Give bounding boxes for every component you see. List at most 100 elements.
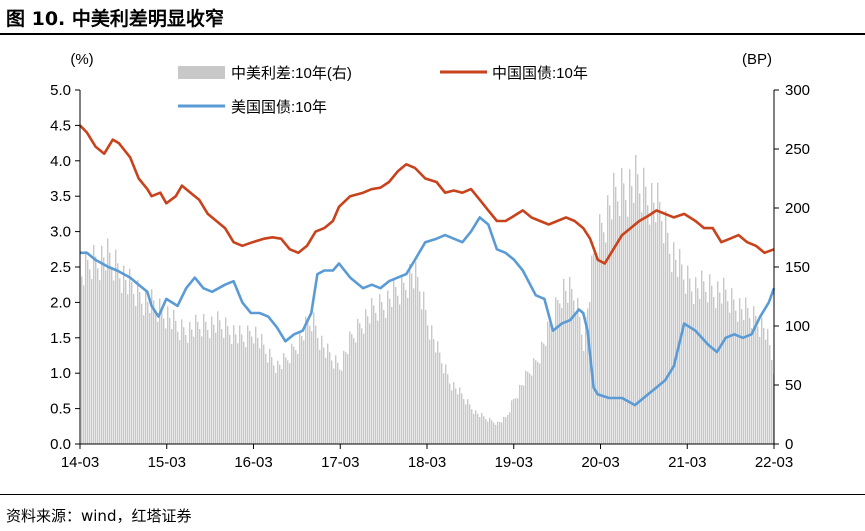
spread-bar [759, 336, 761, 444]
spread-bar [337, 362, 339, 444]
spread-bar [101, 245, 103, 444]
spread-bar [651, 182, 653, 444]
spread-bar [397, 295, 399, 444]
left-axis-label: (%) [70, 51, 93, 68]
spread-bar [769, 345, 771, 444]
spread-bar [215, 332, 217, 444]
spread-bar [281, 369, 283, 444]
spread-bar [287, 360, 289, 444]
spread-bar [227, 326, 229, 444]
spread-bar [637, 174, 639, 444]
spread-bar [231, 343, 233, 444]
spread-bar [699, 298, 701, 444]
spread-bar [771, 360, 773, 444]
spread-bar [141, 303, 143, 444]
spread-bar [121, 293, 123, 444]
spread-bar [327, 343, 329, 444]
spread-bar [271, 357, 273, 444]
spread-bar [257, 337, 259, 444]
spread-bar [535, 360, 537, 444]
spread-bar [735, 310, 737, 444]
spread-bar [173, 309, 175, 444]
spread-bar [757, 326, 759, 444]
legend-label-us: 美国国债:10年 [231, 99, 327, 116]
spread-bar [219, 320, 221, 444]
spread-bar [153, 300, 155, 444]
spread-bar [653, 202, 655, 444]
x-tick-label: 19-03 [495, 454, 533, 471]
spread-bar [91, 279, 93, 444]
spread-bar [667, 232, 669, 444]
spread-bar [611, 219, 613, 444]
spread-bar [503, 416, 505, 444]
spread-bar [589, 302, 591, 444]
spread-bar [693, 303, 695, 444]
spread-bar [665, 210, 667, 444]
spread-bar [415, 262, 417, 444]
spread-bar [297, 353, 299, 444]
spread-bar [685, 293, 687, 444]
spread-bar [515, 398, 517, 444]
spread-bar [375, 312, 377, 444]
spread-bar [403, 282, 405, 444]
spread-bar [661, 221, 663, 444]
left-tick-label: 2.0 [50, 294, 71, 311]
spread-bar [247, 325, 249, 444]
spread-bar [105, 270, 107, 444]
spread-bar [739, 298, 741, 444]
right-tick-label: 250 [785, 141, 810, 158]
spread-bar [619, 216, 621, 444]
spread-bar [677, 276, 679, 444]
spread-bar [475, 410, 477, 444]
spread-bar [267, 362, 269, 444]
spread-bar [499, 421, 501, 444]
spread-bar [293, 346, 295, 444]
spread-bar [155, 311, 157, 444]
spread-bar [727, 301, 729, 444]
spread-bar [137, 280, 139, 444]
legend-label-china: 中国国债:10年 [492, 65, 588, 82]
spread-bar [255, 326, 257, 444]
spread-bar [207, 330, 209, 444]
spread-bar [617, 201, 619, 444]
spread-bar [269, 348, 271, 444]
spread-bar [379, 294, 381, 444]
spread-bar [527, 371, 529, 444]
spread-bar [507, 414, 509, 444]
spread-bar [575, 313, 577, 444]
spread-bar [123, 265, 125, 444]
spread-bar [623, 183, 625, 444]
spread-bar [273, 365, 275, 444]
spread-bar [201, 336, 203, 444]
spread-bar [239, 325, 241, 444]
spread-bar [613, 172, 615, 444]
spread-bar [129, 268, 131, 444]
x-tick-label: 14-03 [61, 454, 99, 471]
spread-bar [383, 309, 385, 444]
spread-bar [483, 416, 485, 444]
spread-bar [753, 306, 755, 444]
spread-bar [377, 320, 379, 444]
spread-bar [439, 352, 441, 444]
left-tick-label: 0.0 [50, 436, 71, 453]
spread-bar [135, 305, 137, 444]
spread-bar [145, 290, 147, 444]
spread-bar [715, 308, 717, 444]
spread-bar [111, 266, 113, 444]
spread-bar [565, 290, 567, 444]
left-tick-label: 4.0 [50, 153, 71, 170]
spread-bar [471, 409, 473, 444]
spread-bar [319, 349, 321, 444]
spread-bar [519, 384, 521, 444]
left-tick-label: 3.0 [50, 224, 71, 241]
spread-bars [81, 154, 775, 445]
spread-bar [713, 297, 715, 444]
spread-bar [147, 301, 149, 444]
spread-bar [235, 334, 237, 444]
spread-bar [313, 312, 315, 444]
spread-bar [387, 290, 389, 444]
spread-bar [443, 373, 445, 444]
spread-bar [553, 327, 555, 444]
spread-bar [601, 222, 603, 444]
spread-bar [167, 306, 169, 444]
